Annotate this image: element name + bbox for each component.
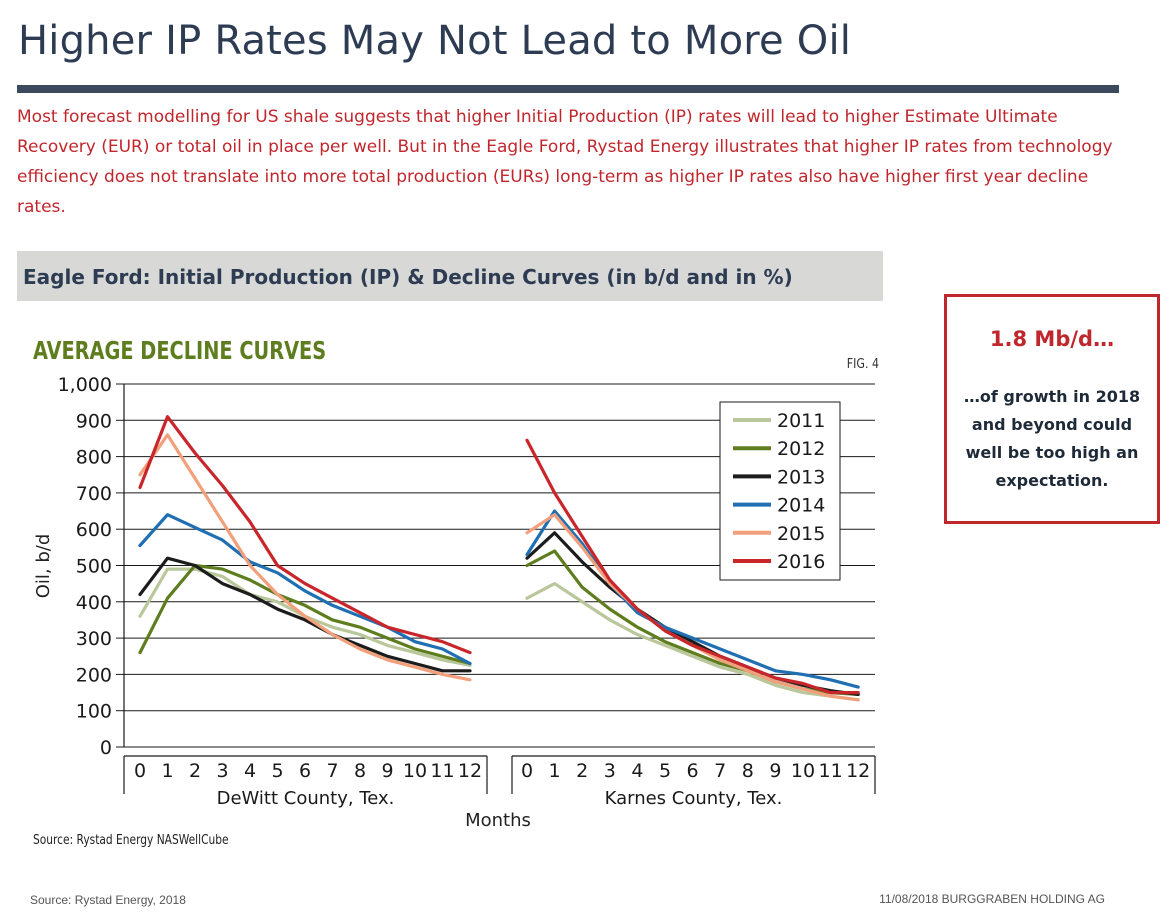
series-line-2013-panel-1 xyxy=(138,556,472,673)
series-line-2014-panel-2 xyxy=(525,509,860,689)
series-line-2011-panel-2 xyxy=(525,582,860,702)
x-tick-label: 11 xyxy=(430,760,454,782)
legend-label-2012: 2012 xyxy=(777,438,825,460)
title-rule xyxy=(17,85,1119,93)
x-tick-label: 2 xyxy=(189,760,201,782)
x-tick-label: 9 xyxy=(381,760,393,782)
y-tick-label: 600 xyxy=(76,519,112,541)
x-axis-label: Months xyxy=(465,810,531,831)
x-tick-label: 0 xyxy=(134,760,146,782)
series-line-2014-panel-1 xyxy=(138,513,472,666)
x-tick-label: 4 xyxy=(631,760,643,782)
legend-label-2014: 2014 xyxy=(777,495,825,517)
x-tick-label: 8 xyxy=(354,760,366,782)
x-tick-label: 4 xyxy=(244,760,256,782)
legend-label-2013: 2013 xyxy=(777,466,825,488)
y-tick-label: 800 xyxy=(76,447,112,469)
y-tick-label: 300 xyxy=(76,628,112,650)
x-tick-label: 0 xyxy=(521,760,533,782)
x-tick-label: 1 xyxy=(161,760,173,782)
chart-header: Eagle Ford: Initial Production (IP) & De… xyxy=(17,251,883,301)
y-tick-label: 400 xyxy=(76,592,112,614)
slide-title: Higher IP Rates May Not Lead to More Oil xyxy=(18,18,852,64)
x-tick-label: 2 xyxy=(576,760,588,782)
callout-box: 1.8 Mb/d… …of growth in 2018 and beyond … xyxy=(944,294,1160,524)
decline-curves-chart: AVERAGE DECLINE CURVES FIG. 4 Oil, b/d M… xyxy=(33,336,879,847)
legend-box xyxy=(719,401,841,581)
intro-paragraph: Most forecast modelling for US shale sug… xyxy=(17,107,1113,217)
x-tick-label: 12 xyxy=(846,760,870,782)
x-tick-label: 11 xyxy=(819,760,843,782)
series-line-2016-panel-2 xyxy=(525,438,860,695)
callout-text: …of growth in 2018 and beyond could well… xyxy=(963,387,1141,490)
y-axis-label: Oil, b/d xyxy=(33,534,54,599)
fig-label: FIG. 4 xyxy=(847,356,879,371)
footer-source: Source: Rystad Energy, 2018 xyxy=(30,893,186,907)
series-line-2015-panel-1 xyxy=(138,433,472,682)
y-tick-label: 0 xyxy=(100,737,112,759)
x-tick-label: 8 xyxy=(742,760,754,782)
x-tick-label: 6 xyxy=(687,760,699,782)
x-tick-label: 10 xyxy=(403,760,427,782)
legend-label-2011: 2011 xyxy=(777,410,825,432)
y-tick-label: 1,000 xyxy=(58,374,112,396)
series-line-2016-panel-1 xyxy=(138,415,472,655)
x-tick-label: 1 xyxy=(549,760,561,782)
x-tick-label: 3 xyxy=(216,760,228,782)
series-line-2013-panel-2 xyxy=(525,531,860,696)
y-tick-label: 900 xyxy=(76,410,112,432)
x-tick-label: 10 xyxy=(791,760,815,782)
y-tick-label: 700 xyxy=(76,483,112,505)
x-tick-label: 12 xyxy=(458,760,482,782)
x-tick-label: 9 xyxy=(769,760,781,782)
y-tick-label: 100 xyxy=(76,701,112,723)
x-tick-label: 3 xyxy=(604,760,616,782)
x-tick-label: 5 xyxy=(271,760,283,782)
chart-source: Source: Rystad Energy NASWellCube xyxy=(33,832,229,847)
chart-title: AVERAGE DECLINE CURVES xyxy=(33,336,326,365)
x-tick-label: 5 xyxy=(659,760,671,782)
y-tick-label: 500 xyxy=(76,556,112,578)
x-tick-label: 7 xyxy=(326,760,338,782)
y-tick-label: 200 xyxy=(76,664,112,686)
legend-label-2015: 2015 xyxy=(777,523,825,545)
footer-date-company: 11/08/2018 BURGGRABEN HOLDING AG xyxy=(879,892,1105,906)
x-tick-label: 7 xyxy=(714,760,726,782)
panel-label: DeWitt County, Tex. xyxy=(217,788,395,809)
panel-label: Karnes County, Tex. xyxy=(605,788,783,809)
legend-label-2016: 2016 xyxy=(777,551,825,573)
callout-headline: 1.8 Mb/d… xyxy=(989,327,1115,351)
x-tick-label: 6 xyxy=(299,760,311,782)
